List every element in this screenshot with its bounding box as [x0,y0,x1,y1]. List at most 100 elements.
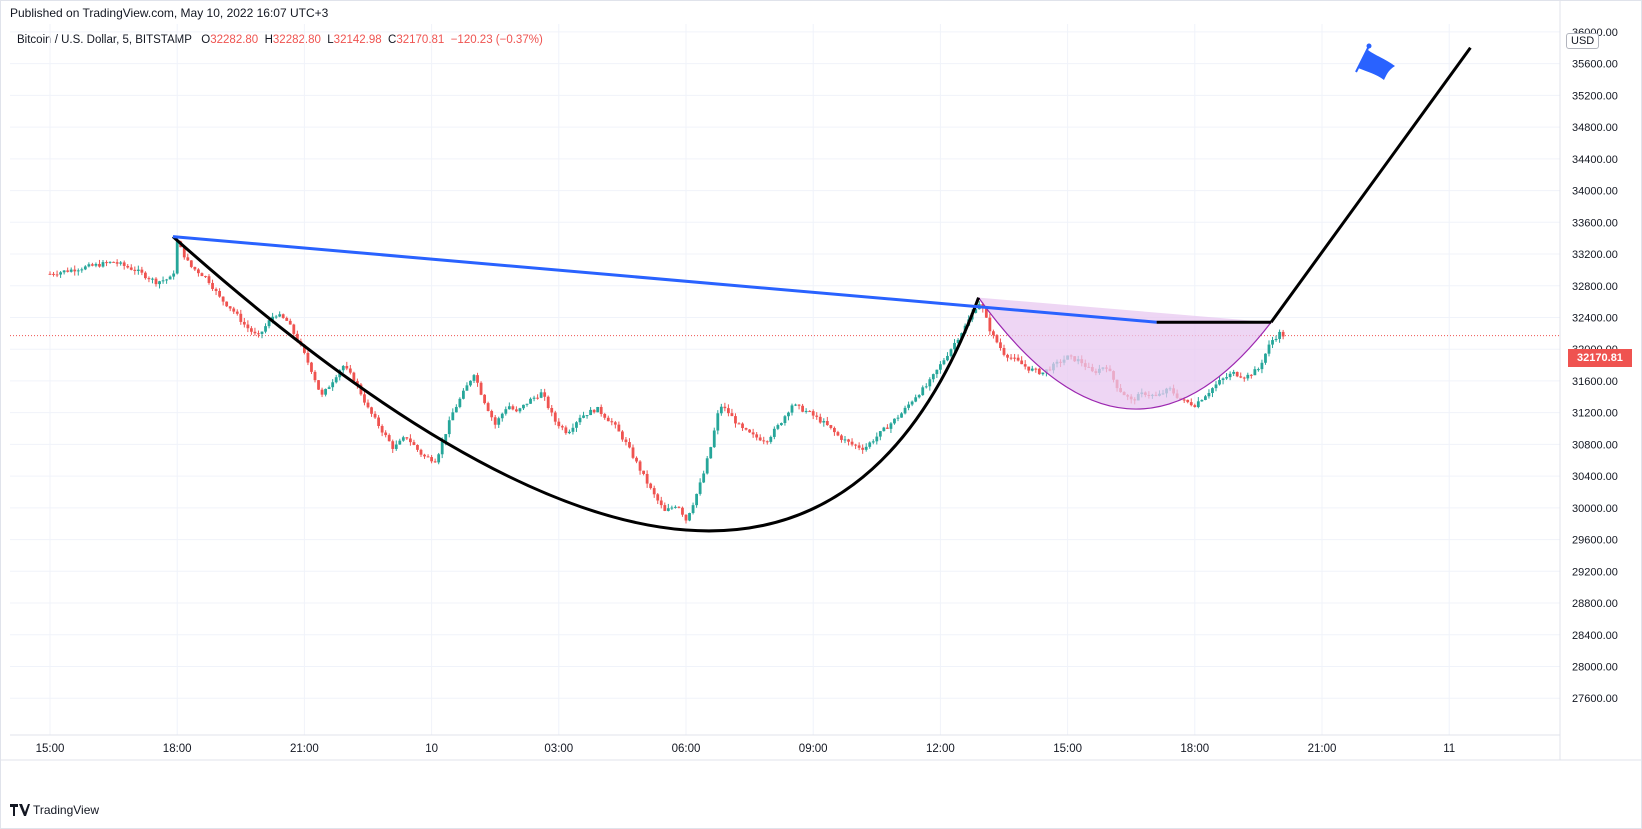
candle-body [1027,366,1031,371]
candle-body [151,278,154,280]
candle-body [613,422,617,425]
candle-body [288,320,292,325]
candle-body [1264,353,1267,363]
candle-body [221,296,225,302]
candle-body [727,408,730,414]
candle-body [1189,402,1193,406]
candle-body [1214,384,1218,389]
candle-body [1281,331,1285,337]
y-tick-label: 31200.00 [1572,408,1618,420]
candle-body [822,421,826,423]
candle-body [649,483,653,489]
flag-pole [1355,45,1370,73]
open-label: O [201,34,211,46]
candle-body [1207,392,1211,397]
candle-body [1278,331,1281,339]
candle-body [303,344,306,353]
candle-body [168,276,172,280]
candle-body [914,397,918,402]
y-tick-label: 34800.00 [1572,122,1618,134]
candle-body [878,431,882,437]
candle-body [391,441,395,449]
candle-body [776,425,780,429]
candle-body [341,365,345,371]
candle-body [638,461,642,471]
candle-body [674,506,677,508]
candle-body [444,434,448,442]
candle-body [536,397,539,399]
candle-body [617,424,621,432]
candle-body [108,261,112,263]
candle-body [931,374,935,380]
low-label: L [327,34,334,46]
candle-body [709,447,713,459]
x-tick-label: 10 [425,743,438,755]
candle-body [380,426,384,433]
candle-body [73,269,77,272]
candle-body [1002,348,1006,355]
candle-body [1253,369,1257,376]
candle-body [1023,364,1027,367]
candle-body [893,418,896,424]
candle-body [882,427,886,432]
candle-body [801,405,804,412]
candle-body [182,247,186,258]
candle-body [645,473,649,484]
candle-body [204,276,207,278]
candle-body [546,396,550,409]
candle-body [896,417,900,419]
candle-body [1228,373,1232,378]
candle-body [320,389,324,395]
candle-body [794,404,797,406]
breakout-projection [1269,46,1472,324]
candle-body [515,409,518,412]
tradingview-logo-icon [10,804,30,816]
candle-body [522,404,525,409]
x-tick-label: 03:00 [544,743,573,755]
candle-body [610,421,614,423]
candle-body [363,394,366,403]
candle-body [1193,405,1197,408]
candle-body [122,262,126,266]
y-tick-label: 30000.00 [1572,503,1618,515]
close-label: C [388,34,397,46]
y-tick-label: 30400.00 [1572,471,1618,483]
candle-body [917,395,921,398]
candle-body [426,456,430,458]
candle-body [129,267,133,270]
candle-body [666,508,670,511]
candle-body [568,431,571,434]
currency-badge[interactable]: USD [1566,33,1600,49]
y-tick-label: 31600.00 [1572,376,1618,388]
candle-body [359,384,363,395]
x-tick-label: 15:00 [1053,743,1082,755]
candle-body [924,386,928,388]
x-tick-label: 11 [1443,743,1455,755]
candle-body [1274,338,1278,341]
symbol-description: Bitcoin / U.S. Dollar, 5, BITSTAMP [17,34,192,46]
candle-body [840,435,843,440]
candle-body [529,398,532,404]
candle-body [83,266,87,270]
candle-body [599,406,603,414]
candle-body [864,446,868,450]
candle-body [762,440,766,442]
candle-body [1260,362,1264,370]
y-tick-label: 35600.00 [1572,59,1618,71]
candle-body [702,473,706,483]
candle-body [476,375,479,383]
handle-curve [978,297,1272,410]
axes: 27600.00 28000.00 28400.00 28800.00 29200.00… [0,0,1642,761]
candle-body [1218,380,1221,385]
candle-body [921,387,925,396]
candle-body [857,445,861,448]
flag-icon [1358,50,1395,80]
candle-body [267,320,271,327]
candle-body [55,274,59,276]
candle-body [387,435,391,442]
high-label: H [264,34,273,46]
candle-body [1204,396,1207,400]
footer: TradingView [10,803,99,817]
candle-body [115,262,119,264]
